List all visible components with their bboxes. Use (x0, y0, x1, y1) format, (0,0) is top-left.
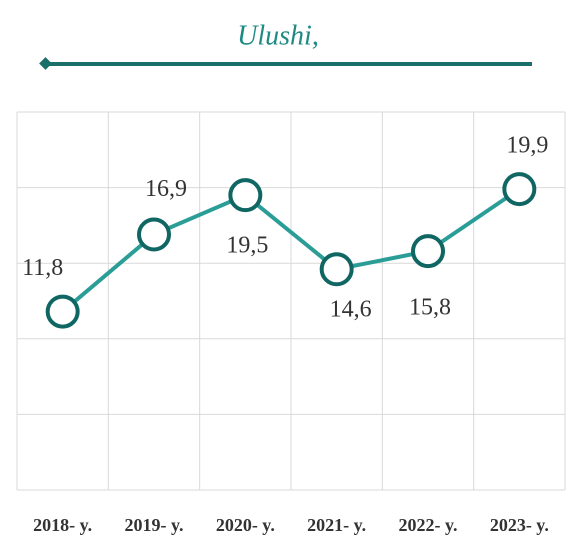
data-label: 11,8 (22, 255, 63, 281)
data-label: 19,9 (506, 133, 548, 159)
chart-title: Ulushi, (237, 20, 319, 51)
point-marker (45, 294, 80, 329)
point-marker (319, 252, 354, 287)
x-tick-label: 2022- y. (398, 515, 457, 535)
x-tick-label: 2018- y. (33, 515, 92, 535)
point-marker (137, 217, 171, 252)
point-marker (411, 234, 445, 269)
x-tick-label: 2021- y. (307, 515, 366, 535)
data-label: 19,5 (226, 233, 268, 259)
point-marker (502, 172, 537, 207)
data-label: 15,8 (409, 295, 451, 321)
x-tick-label: 2020- y. (216, 515, 275, 535)
data-label: 14,6 (330, 297, 372, 323)
x-tick-label: 2023- y. (490, 515, 549, 535)
data-label: 16,9 (145, 176, 187, 202)
x-tick-label: 2019- y. (124, 515, 183, 535)
point-marker (228, 178, 263, 213)
title-rule-diamond (39, 57, 52, 70)
line (61, 187, 521, 314)
